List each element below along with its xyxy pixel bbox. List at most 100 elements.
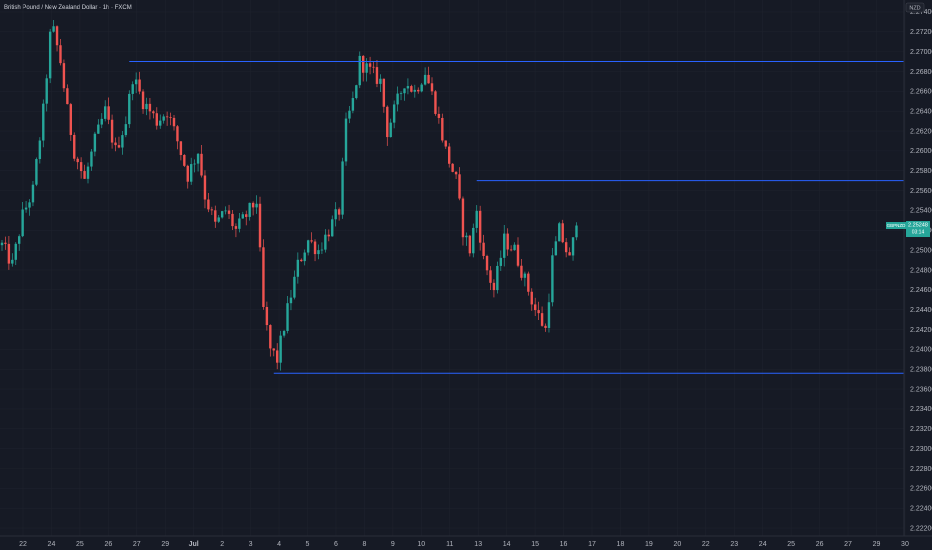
price-tick-label: 2.26200 xyxy=(910,128,932,135)
time-tick-label: 26 xyxy=(104,541,112,548)
time-tick-label: 11 xyxy=(446,541,453,548)
candle-body xyxy=(183,154,186,166)
candle-body xyxy=(165,116,169,118)
candle-body xyxy=(193,163,196,165)
candle-body xyxy=(21,209,24,237)
candle-body xyxy=(248,202,251,217)
candle-body xyxy=(179,141,183,155)
price-axis[interactable]: 2.27400 2.27200 2.27000 2.26800 2.26600 2.264… xyxy=(910,9,932,532)
candle-body xyxy=(73,134,76,159)
price-tick-label: 2.24200 xyxy=(910,327,932,334)
price-tick-label: 2.26600 xyxy=(910,89,932,96)
time-axis[interactable]: 22 24 25 26 27 29 Jul 2 3 4 5 6 8 9 10 11 13 14 15 16 17 18 19… xyxy=(19,541,909,548)
candle-body xyxy=(410,86,413,92)
candle-body xyxy=(351,98,355,111)
candle-body xyxy=(537,310,540,314)
candle-body xyxy=(399,93,403,95)
candle-body xyxy=(255,203,258,208)
candle-body xyxy=(286,303,289,331)
last-price-countdown: 03:14 xyxy=(912,230,925,236)
price-tick-label: 2.25600 xyxy=(910,188,932,195)
candle-body xyxy=(448,146,451,164)
candle-body xyxy=(362,55,365,73)
time-tick-label: 5 xyxy=(306,541,310,548)
candle-body xyxy=(417,89,420,92)
candle-body xyxy=(372,66,375,68)
time-tick-label: 22 xyxy=(19,541,27,548)
candle-body xyxy=(152,111,155,114)
candle-body xyxy=(468,235,472,254)
currency-badge-label: NZD xyxy=(909,6,920,12)
candle-body xyxy=(331,219,334,237)
candle-body xyxy=(348,110,351,119)
candle-body xyxy=(386,106,389,138)
last-price-symbol: GBPNZD xyxy=(887,223,907,228)
candle-body xyxy=(509,249,513,251)
candle-body xyxy=(59,45,62,64)
last-price-tag: GBPNZD 2.25248 03:14 xyxy=(886,221,930,238)
time-tick-label: 19 xyxy=(645,541,653,548)
candle-body xyxy=(104,106,107,119)
price-tick-label: 2.23400 xyxy=(910,406,932,413)
candles xyxy=(0,20,578,371)
candle-body xyxy=(547,302,551,328)
candle-body xyxy=(551,255,554,303)
grid xyxy=(0,0,905,536)
time-tick-label: 25 xyxy=(787,541,795,548)
time-tick-label: 16 xyxy=(560,541,568,548)
candle-body xyxy=(114,142,117,146)
time-tick-label: 26 xyxy=(816,541,824,548)
candle-body xyxy=(4,242,7,244)
time-tick-label: 27 xyxy=(844,541,852,548)
horizontal-levels[interactable] xyxy=(129,61,904,374)
candle-body xyxy=(382,78,386,107)
candle-body xyxy=(100,118,103,125)
last-price-value: 2.25248 xyxy=(908,223,928,229)
candle-body xyxy=(231,213,234,227)
candle-body xyxy=(138,79,141,92)
candle-body xyxy=(14,243,17,260)
candle-body xyxy=(117,145,121,148)
candle-body xyxy=(492,282,496,291)
candle-body xyxy=(575,225,578,238)
time-tick-label: 18 xyxy=(617,541,625,548)
price-tick-label: 2.25400 xyxy=(910,208,932,215)
time-tick-label: 29 xyxy=(161,541,169,548)
candle-body xyxy=(478,210,482,243)
price-tick-label: 2.25800 xyxy=(910,168,932,175)
price-tick-label: 2.22400 xyxy=(910,506,932,513)
candle-body xyxy=(571,237,575,256)
price-tick-label: 2.23600 xyxy=(910,386,932,393)
candle-body xyxy=(145,103,148,110)
time-tick-label: 25 xyxy=(76,541,84,548)
candle-body xyxy=(427,74,430,84)
candle-body xyxy=(93,133,97,152)
candle-body xyxy=(520,265,523,278)
candle-body xyxy=(69,104,72,135)
candle-body xyxy=(272,348,275,351)
candle-body xyxy=(485,255,489,271)
candle-body xyxy=(544,325,547,328)
price-tick-label: 2.25000 xyxy=(910,247,932,254)
candle-body xyxy=(313,241,317,255)
price-tick-label: 2.24400 xyxy=(910,307,932,314)
candle-body xyxy=(437,113,441,118)
currency-badge[interactable]: NZD xyxy=(905,2,925,13)
candle-body xyxy=(303,252,306,262)
chart-title: British Pound / New Zealand Dollar · 1h … xyxy=(4,5,132,11)
candle-body xyxy=(196,153,200,164)
candle-body xyxy=(203,175,207,200)
candle-body xyxy=(341,161,344,215)
candle-body xyxy=(365,63,368,73)
candle-body xyxy=(0,242,4,246)
candle-body xyxy=(327,234,330,237)
price-tick-label: 2.23800 xyxy=(910,367,932,374)
candle-body xyxy=(396,93,399,105)
candle-body xyxy=(423,74,427,85)
candle-body xyxy=(245,214,248,217)
time-tick-label: 23 xyxy=(730,541,738,548)
candle-body xyxy=(207,199,210,210)
candle-body xyxy=(506,233,509,250)
candle-body xyxy=(186,165,189,182)
